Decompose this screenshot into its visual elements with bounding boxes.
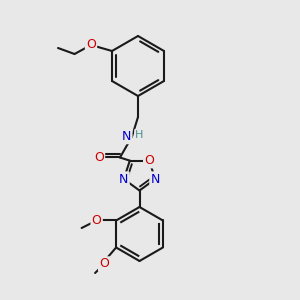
Text: H: H [135, 130, 144, 140]
Text: O: O [94, 151, 104, 164]
Text: O: O [92, 214, 102, 227]
Text: N: N [122, 130, 131, 143]
Text: N: N [119, 172, 128, 186]
Text: N: N [151, 172, 160, 186]
Text: O: O [86, 38, 96, 52]
Text: O: O [144, 154, 154, 167]
Text: O: O [99, 257, 109, 271]
